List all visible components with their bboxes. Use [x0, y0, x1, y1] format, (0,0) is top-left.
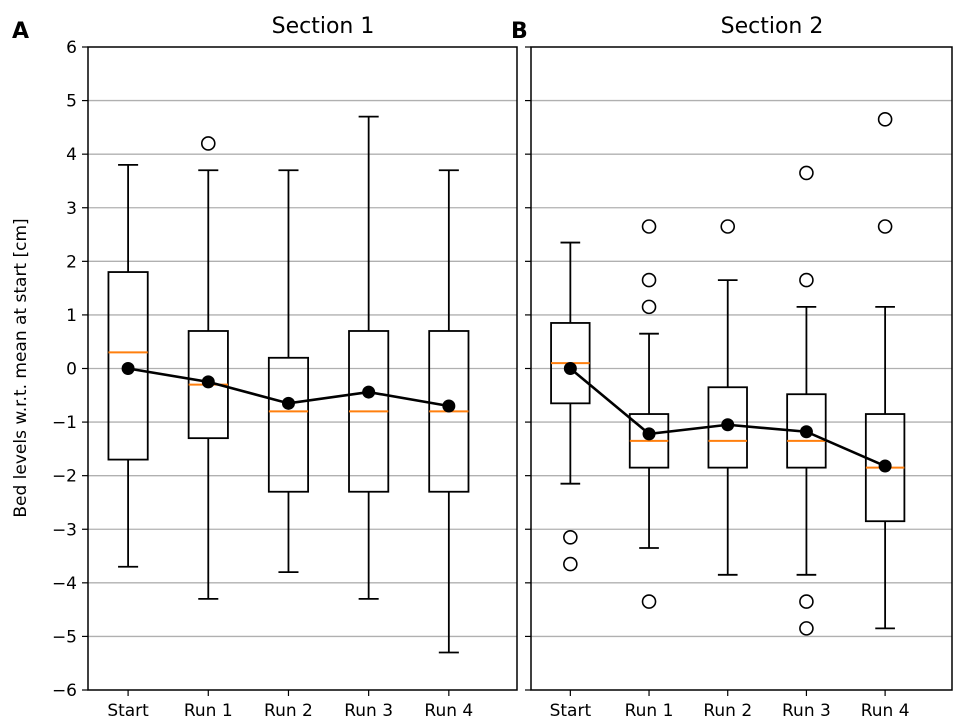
outlier-point: [563, 556, 578, 572]
y-tick-label: −6: [52, 681, 77, 701]
y-tick-label: −1: [52, 413, 77, 433]
mean-point: [878, 459, 892, 473]
x-tick-label: Run 3: [344, 701, 393, 721]
outlier-point: [799, 165, 814, 181]
mean-point: [281, 396, 295, 410]
mean-point: [721, 418, 735, 432]
y-tick-label: 0: [66, 360, 77, 380]
y-tick-label: 3: [66, 199, 77, 219]
x-tick-label: Start: [107, 701, 149, 721]
y-tick-label: −5: [52, 627, 77, 647]
mean-point: [442, 399, 456, 413]
plot-frame: [87, 46, 518, 691]
y-axis-label: Bed levels w.r.t. mean at start [cm]: [11, 218, 31, 517]
outlier-point: [200, 136, 216, 151]
outlier-point: [641, 272, 657, 288]
outlier-point: [877, 112, 893, 127]
panel-section-1: Section 1 A 6 5 4 3 2 1 0 −1 −2 −3 −4 −5 −6 Start Run 1 R…: [12, 14, 518, 721]
mean-point: [799, 425, 813, 439]
panel-label: B: [511, 19, 528, 44]
chart-title: Section 2: [721, 14, 824, 39]
mean-point: [563, 362, 577, 375]
x-tick-label: Start: [550, 701, 592, 721]
x-tick-label: Run 2: [703, 701, 752, 721]
mean-point: [642, 427, 656, 441]
outlier-point: [563, 529, 578, 545]
y-tick-label: 6: [66, 38, 77, 58]
x-tick-label: Run 3: [782, 701, 831, 721]
x-tick-label: Run 1: [625, 701, 674, 721]
y-tick-label: −2: [52, 467, 77, 487]
mean-point: [121, 362, 135, 375]
mean-point: [201, 375, 215, 389]
outlier-point: [641, 299, 657, 315]
mean-point: [362, 385, 376, 399]
x-tick-label: Run 4: [424, 701, 473, 721]
plot-frame: [530, 46, 953, 691]
outlier-point: [799, 272, 814, 288]
outlier-point: [720, 219, 736, 234]
panel-section-2: Section 2 B Start Run 1 Run 2 Run 3 Run 4: [511, 14, 953, 721]
y-tick-label: 2: [66, 252, 77, 272]
x-tick-label: Run 1: [184, 701, 233, 721]
y-tick-label: 1: [66, 306, 77, 326]
outlier-point: [641, 594, 657, 609]
x-tick-label: Run 2: [264, 701, 313, 721]
y-tick-label: −3: [52, 520, 77, 540]
box: [267, 356, 310, 493]
outlier-point: [799, 621, 814, 636]
y-tick-label: −4: [52, 574, 77, 594]
y-tick-label: 4: [66, 145, 77, 165]
y-tick-label: 5: [66, 92, 77, 112]
x-tick-label: Run 4: [861, 701, 910, 721]
panel-label: A: [12, 19, 29, 44]
outlier-point: [877, 219, 893, 234]
chart-title: Section 1: [272, 14, 375, 39]
box: [107, 271, 149, 461]
outlier-point: [641, 219, 657, 234]
outlier-point: [799, 594, 814, 609]
